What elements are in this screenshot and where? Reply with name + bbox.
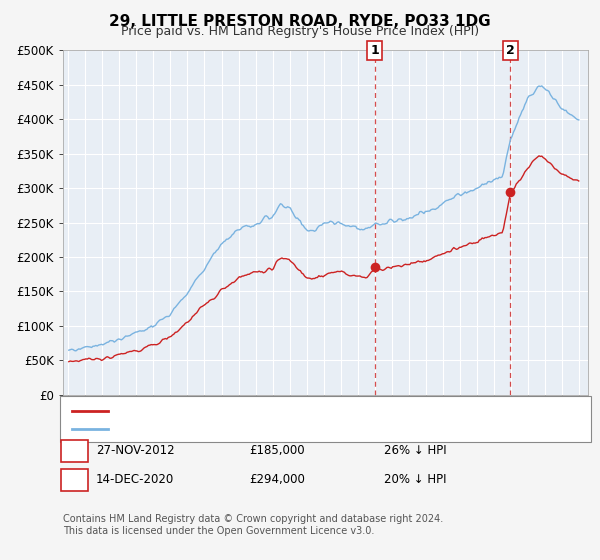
Text: 20% ↓ HPI: 20% ↓ HPI — [384, 473, 446, 487]
Text: 14-DEC-2020: 14-DEC-2020 — [96, 473, 174, 487]
Text: This data is licensed under the Open Government Licence v3.0.: This data is licensed under the Open Gov… — [63, 526, 374, 536]
Text: Contains HM Land Registry data © Crown copyright and database right 2024.: Contains HM Land Registry data © Crown c… — [63, 514, 443, 524]
Text: 29, LITTLE PRESTON ROAD, RYDE, PO33 1DG: 29, LITTLE PRESTON ROAD, RYDE, PO33 1DG — [109, 14, 491, 29]
Text: 2: 2 — [506, 44, 515, 57]
Text: 1: 1 — [371, 44, 379, 57]
Text: 26% ↓ HPI: 26% ↓ HPI — [384, 444, 446, 458]
Text: £294,000: £294,000 — [249, 473, 305, 487]
Text: HPI: Average price, detached house, Isle of Wight: HPI: Average price, detached house, Isle… — [114, 424, 389, 434]
Text: £185,000: £185,000 — [249, 444, 305, 458]
Text: Price paid vs. HM Land Registry's House Price Index (HPI): Price paid vs. HM Land Registry's House … — [121, 25, 479, 38]
Text: 1: 1 — [70, 444, 79, 458]
Text: 29, LITTLE PRESTON ROAD, RYDE, PO33 1DG (detached house): 29, LITTLE PRESTON ROAD, RYDE, PO33 1DG … — [114, 405, 466, 416]
Text: 27-NOV-2012: 27-NOV-2012 — [96, 444, 175, 458]
Text: 2: 2 — [70, 473, 79, 487]
